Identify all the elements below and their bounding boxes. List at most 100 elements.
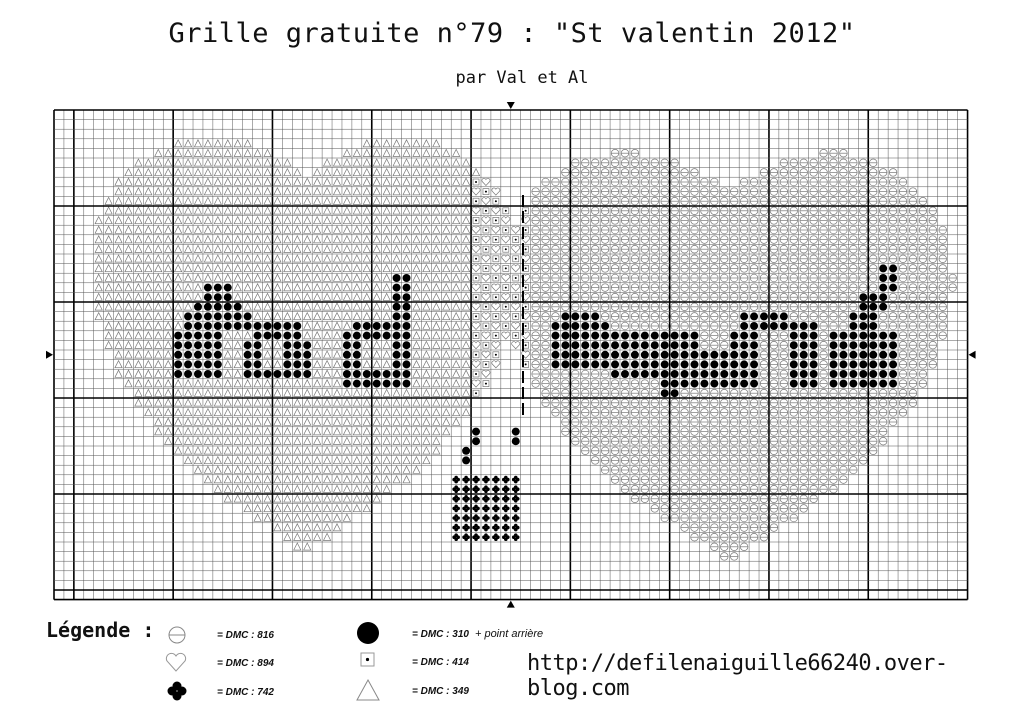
stitch-349: [243, 139, 252, 148]
stitch-816: [759, 273, 769, 283]
stitch-349: [233, 283, 242, 292]
stitch-349: [322, 311, 332, 321]
stitch-349: [263, 273, 272, 282]
stitch-349: [273, 359, 282, 369]
stitch-816: [779, 302, 789, 311]
stitch-349: [154, 206, 163, 215]
stitch-816: [789, 475, 798, 484]
stitch-742: [482, 495, 490, 503]
stitch-816: [630, 398, 640, 407]
stitch-349: [263, 283, 272, 292]
stitch-816: [739, 494, 749, 503]
stitch-349: [173, 225, 183, 234]
stitch-816: [670, 427, 679, 436]
stitch-349: [461, 350, 471, 359]
blog-url-link[interactable]: http://defilenaiguille66240.over-blog.co…: [527, 651, 948, 701]
stitch-349: [273, 196, 282, 205]
stitch-816: [591, 216, 600, 225]
stitch-816: [749, 197, 759, 206]
stitch-816: [700, 437, 709, 446]
stitch-816: [571, 427, 580, 436]
stitch-816: [630, 446, 640, 455]
stitch-816: [680, 225, 689, 235]
stitch-310: [879, 350, 888, 359]
stitch-349: [362, 177, 371, 186]
stitch-816: [680, 177, 689, 187]
stitch-349: [183, 302, 193, 311]
stitch-310: [789, 322, 798, 330]
stitch-816: [670, 321, 679, 331]
stitch-349: [233, 273, 242, 282]
stitch-349: [392, 196, 401, 205]
stitch-816: [819, 341, 828, 350]
stitch-816: [561, 254, 570, 263]
stitch-310: [740, 350, 749, 359]
stitch-349: [372, 417, 381, 426]
stitch-816: [869, 273, 878, 283]
stitch-349: [382, 177, 391, 186]
stitch-894: [481, 197, 491, 206]
chart-title: Grille gratuite n°79 : "St valentin 2012…: [168, 18, 856, 49]
stitch-816: [710, 485, 719, 494]
stitch-310: [869, 293, 878, 302]
stitch-894: [501, 216, 511, 225]
stitch-816: [908, 254, 918, 263]
stitch-349: [114, 331, 123, 340]
stitch-310: [839, 331, 848, 340]
stitch-816: [620, 312, 630, 321]
stitch-349: [223, 446, 232, 455]
stitch-816: [640, 408, 649, 417]
stitch-816: [819, 465, 828, 475]
stitch-349: [402, 465, 411, 474]
stitch-349: [342, 446, 352, 455]
stitch-816: [730, 427, 739, 436]
stitch-816: [640, 417, 649, 427]
stitch-349: [283, 235, 292, 244]
stitch-816: [819, 331, 828, 340]
stitch-816: [720, 504, 729, 513]
stitch-816: [720, 273, 729, 283]
stitch-310: [869, 302, 878, 311]
stitch-349: [293, 225, 302, 234]
stitch-310: [392, 379, 401, 388]
stitch-310: [293, 341, 302, 350]
stitch-349: [183, 196, 193, 205]
stitch-310: [859, 302, 868, 311]
stitch-310: [342, 379, 351, 388]
stitch-816: [650, 485, 659, 494]
stitch-310: [402, 360, 411, 369]
stitch-742: [482, 485, 490, 494]
stitch-349: [412, 379, 421, 388]
stitch-816: [650, 417, 659, 427]
stitch-349: [253, 417, 262, 426]
stitch-349: [154, 302, 163, 311]
stitch-349: [134, 177, 143, 186]
stitch-310: [352, 322, 361, 330]
stitch-816: [908, 206, 918, 215]
stitch-349: [412, 187, 421, 196]
stitch-310: [601, 331, 610, 340]
stitch-816: [730, 456, 739, 465]
stitch-310: [203, 341, 212, 350]
stitch-349: [273, 263, 282, 273]
stitch-349: [183, 244, 193, 253]
stitch-349: [412, 167, 421, 177]
stitch-816: [640, 465, 649, 475]
stitch-349: [342, 196, 352, 205]
stitch-816: [600, 206, 610, 215]
stitch-349: [422, 427, 431, 436]
stitch-816: [640, 273, 649, 283]
stitch-310: [720, 350, 729, 359]
stitch-349: [104, 311, 113, 321]
stitch-349: [392, 254, 401, 263]
stitch-349: [332, 225, 342, 234]
stitch-310: [392, 331, 401, 340]
stitch-816: [908, 312, 918, 321]
stitch-816: [700, 398, 709, 407]
stitch-349: [293, 273, 302, 282]
stitch-310: [869, 379, 878, 388]
stitch-816: [600, 456, 610, 465]
stitch-816: [551, 225, 560, 235]
stitch-816: [819, 225, 828, 235]
stitch-816: [630, 465, 640, 475]
